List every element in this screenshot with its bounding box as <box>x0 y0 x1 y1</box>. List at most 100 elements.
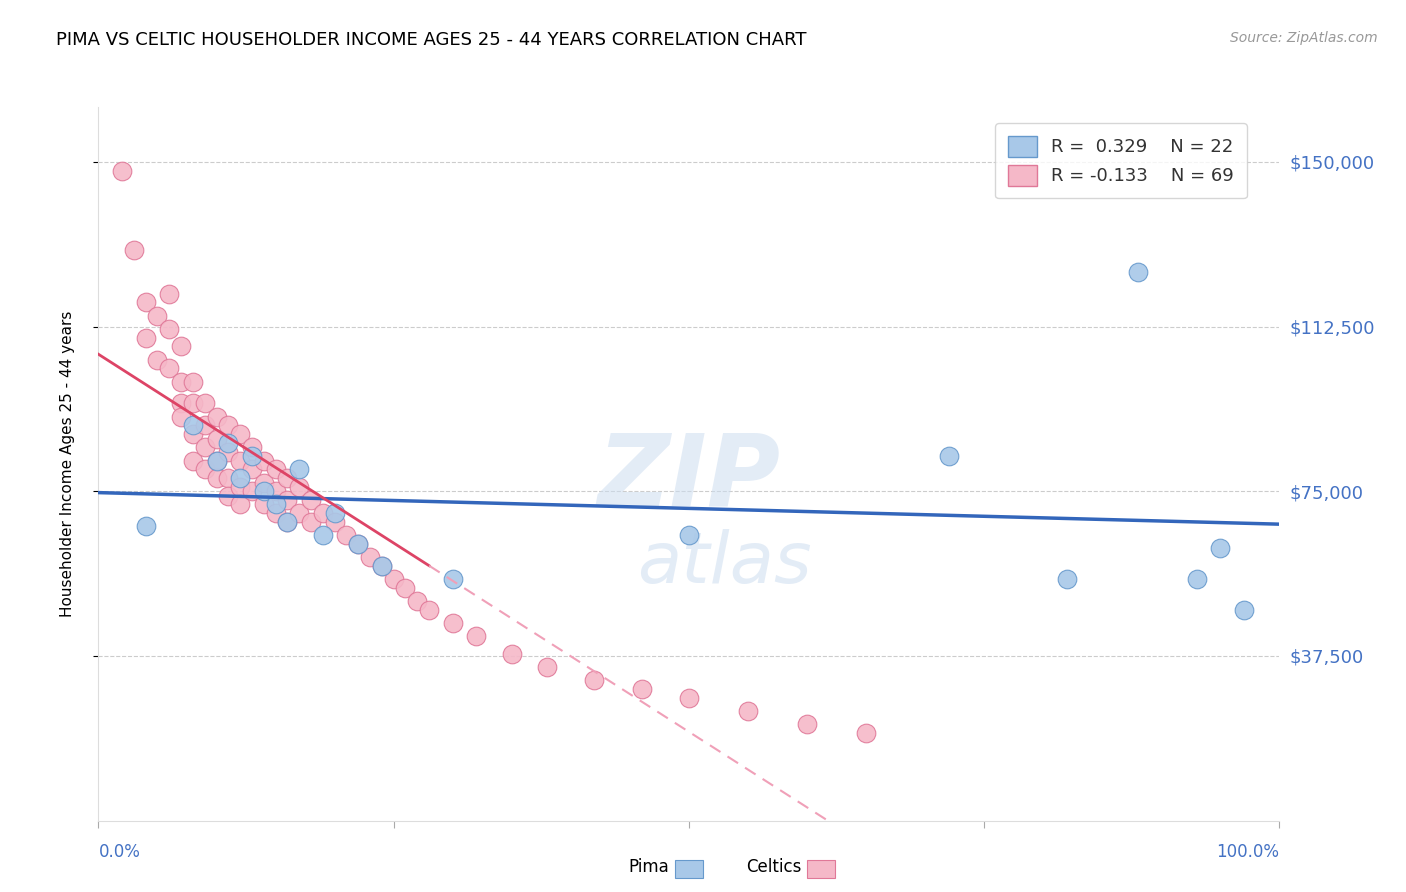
Point <box>181 375 204 389</box>
Point <box>1233 603 1256 617</box>
Point <box>299 515 322 529</box>
Point <box>312 506 335 520</box>
Point <box>194 462 217 476</box>
Point <box>217 489 239 503</box>
Point <box>229 471 252 485</box>
Point <box>170 375 193 389</box>
Point <box>146 309 169 323</box>
Point <box>240 441 263 455</box>
Point <box>217 418 239 433</box>
Point <box>157 286 180 301</box>
Point <box>170 396 193 410</box>
Point <box>737 704 759 718</box>
Point <box>170 409 193 424</box>
Legend: R =  0.329    N = 22, R = -0.133    N = 69: R = 0.329 N = 22, R = -0.133 N = 69 <box>995 123 1247 198</box>
Y-axis label: Householder Income Ages 25 - 44 years: Householder Income Ages 25 - 44 years <box>60 310 75 617</box>
Point <box>335 528 357 542</box>
Point <box>205 409 228 424</box>
Point <box>441 615 464 630</box>
Point <box>240 462 263 476</box>
Point <box>253 484 276 499</box>
Point <box>678 528 700 542</box>
Point <box>264 484 287 499</box>
Text: Celtics: Celtics <box>747 858 801 876</box>
Point <box>240 449 263 463</box>
Point <box>678 690 700 705</box>
Point <box>371 558 394 573</box>
Point <box>288 506 311 520</box>
Point <box>938 449 960 463</box>
Point <box>323 515 346 529</box>
Point <box>194 441 217 455</box>
Point <box>205 471 228 485</box>
Point <box>288 480 311 494</box>
Point <box>170 339 193 353</box>
Point <box>217 444 239 458</box>
Point <box>1209 541 1232 556</box>
Point <box>264 506 287 520</box>
Point <box>418 603 440 617</box>
Point <box>135 519 157 533</box>
Text: atlas: atlas <box>637 529 811 599</box>
Point <box>181 427 204 442</box>
Point <box>359 550 381 565</box>
Point <box>205 432 228 446</box>
Point <box>181 418 204 433</box>
Point <box>501 647 523 661</box>
Text: 100.0%: 100.0% <box>1216 843 1279 861</box>
Point <box>1056 572 1078 586</box>
Point <box>630 681 652 696</box>
Point <box>276 493 298 508</box>
Point <box>394 581 416 595</box>
Point <box>276 515 298 529</box>
Point <box>465 629 488 643</box>
Text: Source: ZipAtlas.com: Source: ZipAtlas.com <box>1230 31 1378 45</box>
Point <box>217 471 239 485</box>
Point <box>205 453 228 467</box>
Point <box>240 484 263 499</box>
Point <box>276 471 298 485</box>
Point <box>253 498 276 512</box>
Point <box>536 660 558 674</box>
Point <box>122 243 145 257</box>
Point <box>264 498 287 512</box>
Point <box>347 537 370 551</box>
Text: PIMA VS CELTIC HOUSEHOLDER INCOME AGES 25 - 44 YEARS CORRELATION CHART: PIMA VS CELTIC HOUSEHOLDER INCOME AGES 2… <box>56 31 807 49</box>
Point <box>135 295 157 310</box>
Point <box>181 396 204 410</box>
Point <box>111 163 134 178</box>
Point <box>276 515 298 529</box>
Text: 0.0%: 0.0% <box>98 843 141 861</box>
Point <box>205 453 228 467</box>
Point <box>146 352 169 367</box>
Point <box>157 322 180 336</box>
Point <box>371 558 394 573</box>
Point <box>1185 572 1208 586</box>
Point <box>583 673 606 687</box>
Point <box>217 436 239 450</box>
Text: ZIP: ZIP <box>598 430 780 526</box>
Point <box>796 717 818 731</box>
Point <box>181 453 204 467</box>
Point <box>229 498 252 512</box>
Point <box>253 475 276 490</box>
Point <box>229 453 252 467</box>
Point <box>194 396 217 410</box>
Point <box>135 330 157 344</box>
Point <box>288 462 311 476</box>
Point <box>347 537 370 551</box>
Point <box>229 427 252 442</box>
Point <box>1126 265 1149 279</box>
Point <box>299 493 322 508</box>
Point <box>312 528 335 542</box>
Point <box>253 453 276 467</box>
Point <box>194 418 217 433</box>
Point <box>406 594 429 608</box>
Point <box>264 462 287 476</box>
Point <box>441 572 464 586</box>
Point <box>323 506 346 520</box>
Point <box>229 480 252 494</box>
Point <box>855 726 877 740</box>
Point <box>157 361 180 376</box>
Text: Pima: Pima <box>628 858 669 876</box>
